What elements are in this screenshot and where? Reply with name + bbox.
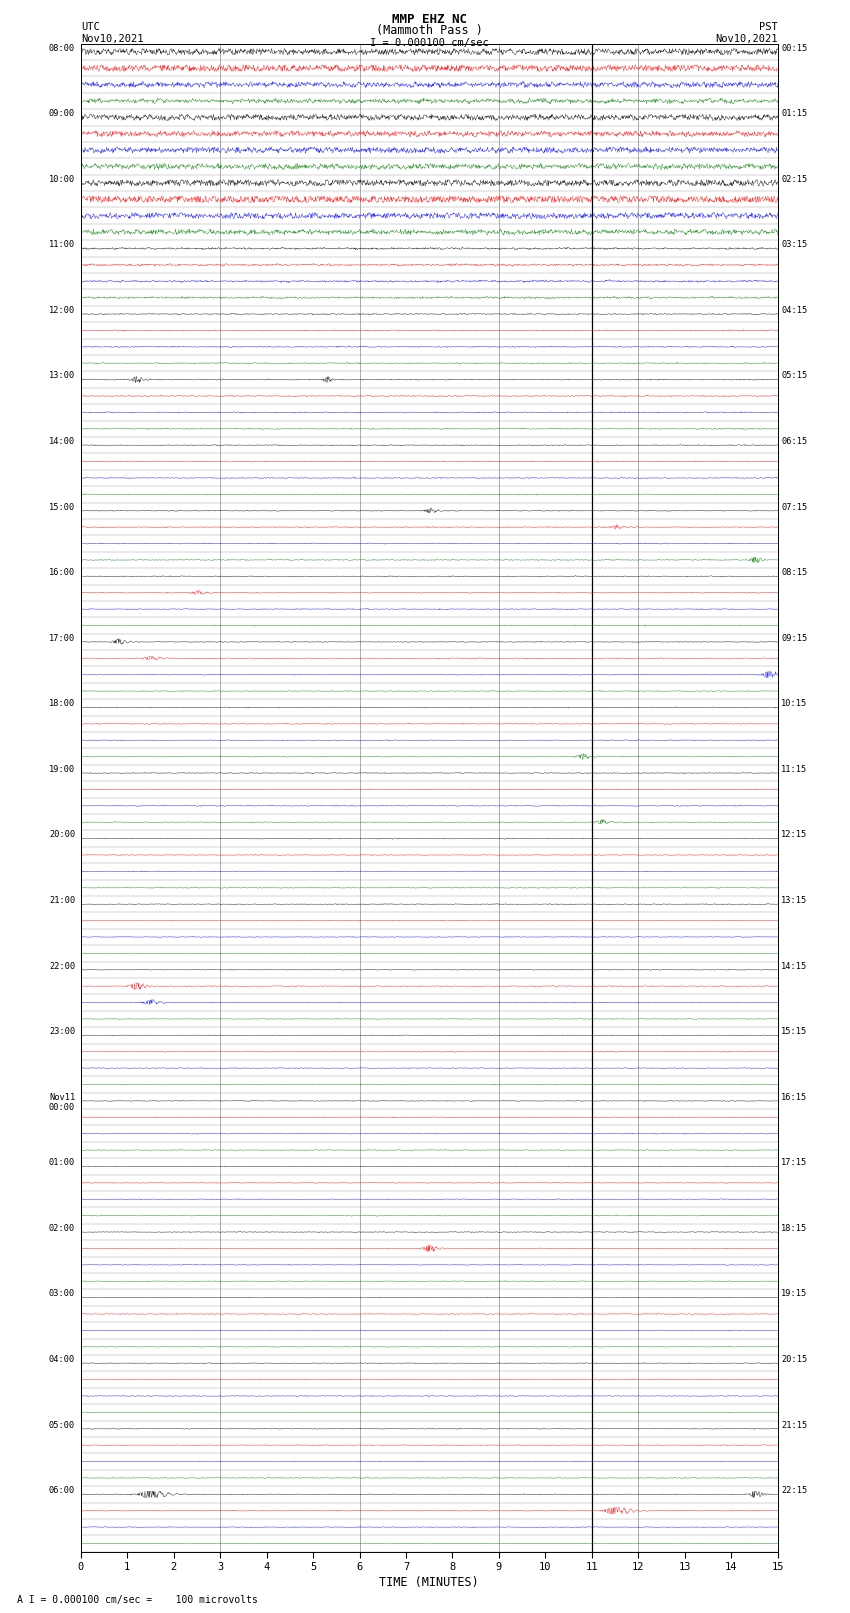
Text: 03:00: 03:00 <box>49 1289 75 1298</box>
Text: 11:00: 11:00 <box>49 240 75 250</box>
Text: 22:00: 22:00 <box>49 961 75 971</box>
Text: 19:15: 19:15 <box>781 1289 807 1298</box>
Text: 15:00: 15:00 <box>49 503 75 511</box>
Text: 19:00: 19:00 <box>49 765 75 774</box>
Text: 03:15: 03:15 <box>781 240 807 250</box>
Text: 09:15: 09:15 <box>781 634 807 642</box>
Text: 17:00: 17:00 <box>49 634 75 642</box>
Text: (Mammoth Pass ): (Mammoth Pass ) <box>376 24 483 37</box>
Text: UTC: UTC <box>81 23 99 32</box>
Text: 12:00: 12:00 <box>49 306 75 315</box>
Text: 18:15: 18:15 <box>781 1224 807 1232</box>
Text: Nov10,2021: Nov10,2021 <box>81 34 144 44</box>
Text: 04:00: 04:00 <box>49 1355 75 1365</box>
Text: 16:15: 16:15 <box>781 1092 807 1102</box>
Text: 00:15: 00:15 <box>781 44 807 53</box>
Text: 06:15: 06:15 <box>781 437 807 445</box>
Text: 16:00: 16:00 <box>49 568 75 577</box>
Text: 20:15: 20:15 <box>781 1355 807 1365</box>
Text: 20:00: 20:00 <box>49 831 75 839</box>
Text: PST: PST <box>759 23 778 32</box>
Text: 11:15: 11:15 <box>781 765 807 774</box>
Text: 21:15: 21:15 <box>781 1421 807 1429</box>
Text: 02:00: 02:00 <box>49 1224 75 1232</box>
Text: 06:00: 06:00 <box>49 1486 75 1495</box>
Text: 10:00: 10:00 <box>49 174 75 184</box>
Text: 21:00: 21:00 <box>49 895 75 905</box>
Text: A I = 0.000100 cm/sec =    100 microvolts: A I = 0.000100 cm/sec = 100 microvolts <box>17 1595 258 1605</box>
Text: 10:15: 10:15 <box>781 700 807 708</box>
Text: 02:15: 02:15 <box>781 174 807 184</box>
Text: 04:15: 04:15 <box>781 306 807 315</box>
Text: 05:15: 05:15 <box>781 371 807 381</box>
Text: Nov10,2021: Nov10,2021 <box>715 34 778 44</box>
Text: 05:00: 05:00 <box>49 1421 75 1429</box>
X-axis label: TIME (MINUTES): TIME (MINUTES) <box>379 1576 479 1589</box>
Text: 15:15: 15:15 <box>781 1027 807 1036</box>
Text: 01:15: 01:15 <box>781 110 807 118</box>
Text: 14:00: 14:00 <box>49 437 75 445</box>
Text: 13:00: 13:00 <box>49 371 75 381</box>
Text: 18:00: 18:00 <box>49 700 75 708</box>
Text: 01:00: 01:00 <box>49 1158 75 1168</box>
Text: Nov11
00:00: Nov11 00:00 <box>49 1092 75 1111</box>
Text: 12:15: 12:15 <box>781 831 807 839</box>
Text: 07:15: 07:15 <box>781 503 807 511</box>
Text: 08:00: 08:00 <box>49 44 75 53</box>
Text: 23:00: 23:00 <box>49 1027 75 1036</box>
Text: 13:15: 13:15 <box>781 895 807 905</box>
Text: 14:15: 14:15 <box>781 961 807 971</box>
Text: I = 0.000100 cm/sec: I = 0.000100 cm/sec <box>370 39 489 48</box>
Text: 08:15: 08:15 <box>781 568 807 577</box>
Text: 22:15: 22:15 <box>781 1486 807 1495</box>
Text: 17:15: 17:15 <box>781 1158 807 1168</box>
Text: 09:00: 09:00 <box>49 110 75 118</box>
Text: MMP EHZ NC: MMP EHZ NC <box>392 13 467 26</box>
